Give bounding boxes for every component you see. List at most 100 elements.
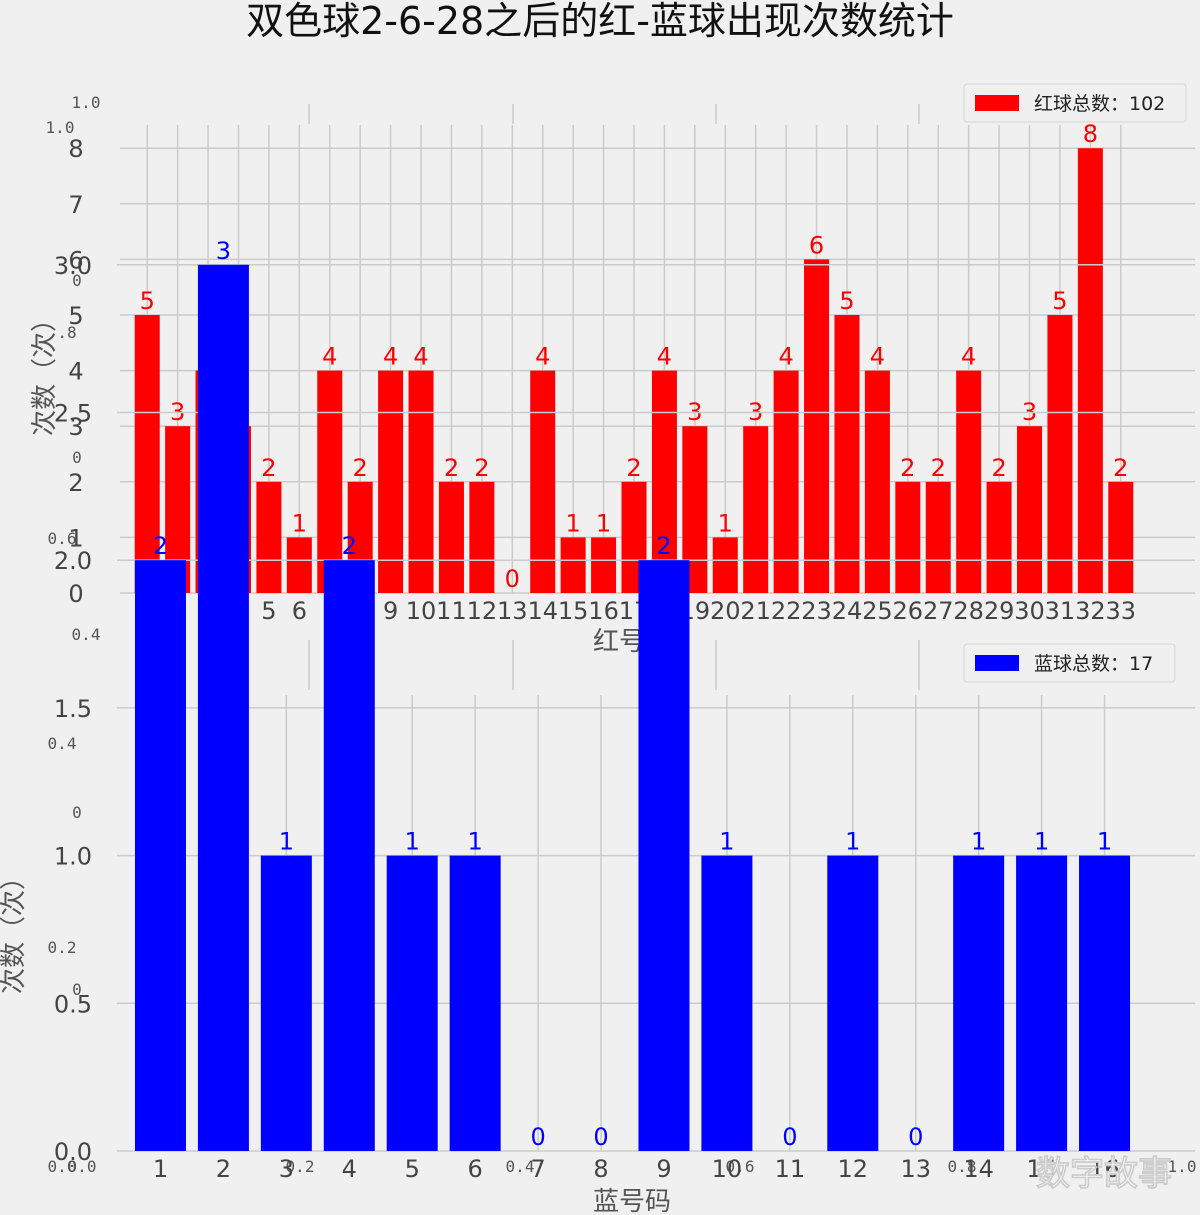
bar-value-label: 0 [782,1123,797,1151]
bar [530,370,556,593]
red-chart-legend[interactable]: 红球总数：102 [963,83,1187,123]
bar [386,855,438,1151]
overlay-x-tick: 0.8 [948,1157,977,1176]
bar-value-label: 5 [839,287,854,315]
x-tick-label: 8 [593,1155,608,1183]
bar [925,481,951,593]
bar-value-label: 2 [1113,454,1128,482]
overlay-y-tick: 1.0 [72,93,101,112]
x-tick-label: 31 [1045,597,1076,625]
x-tick-label: 23 [801,597,832,625]
blue-chart-xlabel: 蓝号码 [593,1187,671,1215]
x-tick-label: 9 [383,597,398,625]
bar-value-label: 4 [778,343,793,371]
bar-value-label: 1 [566,509,581,537]
x-tick-label: 1 [153,1155,168,1183]
bar-value-label: 2 [342,532,357,560]
x-tick-label: 6 [292,597,307,625]
bar [1108,481,1134,593]
bar-value-label: 2 [626,454,641,482]
x-tick-label: 28 [953,597,984,625]
overlay-x-tick: 0.2 [286,1157,315,1176]
bar-value-label: 2 [474,454,489,482]
overlay-x-tick: 0.0 [68,1157,97,1176]
bar [953,855,1005,1151]
bar-value-label: 0 [530,1123,545,1151]
overlay-y-tick: 1.0 [46,118,75,137]
bar-value-label: 1 [971,828,986,856]
x-tick-label: 10 [406,597,437,625]
y-tick-label: 5 [68,302,83,330]
y-tick-label: 3 [68,413,83,441]
bar [827,855,879,1151]
bar-value-label: 1 [845,828,860,856]
overlay-x-tick: 0.4 [506,1157,535,1176]
y-tick-label: 1.0 [54,843,92,871]
red-chart-ylabel: 次数（次） [30,306,60,436]
bar [438,481,464,593]
x-tick-label: 12 [467,597,498,625]
x-tick-label: 14 [963,1155,994,1183]
red-legend-swatch [975,95,1019,111]
overlay-y-tick: 0 [72,448,82,467]
bar-value-label: 2 [444,454,459,482]
bar-value-label: 4 [961,343,976,371]
bar [134,560,186,1151]
blue-legend-box [963,643,1176,683]
bar-value-label: 1 [468,828,483,856]
x-tick-label: 3 [279,1155,294,1183]
x-tick-label: 33 [1106,597,1137,625]
x-tick-label: 26 [893,597,924,625]
bar [804,259,830,593]
blue-chart-legend[interactable]: 蓝球总数：17 [963,643,1176,683]
bar-value-label: 2 [261,454,276,482]
bar [895,481,921,593]
red-legend-box [963,83,1187,123]
bar-value-label: 4 [870,343,885,371]
x-tick-label: 6 [468,1155,483,1183]
watermark: 数字故事 [1036,1154,1172,1194]
x-tick-label: 27 [923,597,954,625]
overlay-x-tick: 1.0 [1168,1157,1197,1176]
bar-value-label: 1 [292,509,307,537]
bar-value-label: 1 [596,509,611,537]
blue-chart-bars [134,264,1131,1151]
bar-value-label: 4 [657,343,672,371]
y-tick-label: 0.0 [54,1138,92,1166]
overlay-y-tick: 0.4 [72,625,101,644]
bar [956,370,982,593]
x-tick-label: 24 [832,597,863,625]
red-chart-bars [134,148,1134,593]
overlay-y-tick: .8 [57,323,76,342]
x-tick-label: 29 [984,597,1015,625]
overlay-y-tick: 0 [72,803,82,822]
x-tick-label: 5 [261,597,276,625]
x-tick-label: 25 [862,597,893,625]
bar [651,370,677,593]
bar-value-label: 2 [656,532,671,560]
bar-value-label: 4 [383,343,398,371]
overlay-y-tick: 0 [72,271,82,290]
bar [1017,426,1043,593]
bar [773,370,799,593]
bar-value-label: 4 [413,343,428,371]
bar [864,370,890,593]
bar [701,855,753,1151]
x-tick-label: 4 [342,1155,357,1183]
y-tick-label: 7 [68,191,83,219]
bar-value-label: 8 [1083,120,1098,148]
bar [408,370,434,593]
bar [449,855,501,1151]
y-tick-label: 4 [68,358,83,386]
bar [323,560,375,1151]
bar-value-label: 1 [719,828,734,856]
bar-value-label: 1 [718,509,733,537]
bar [986,481,1012,593]
x-tick-label: 2 [216,1155,231,1183]
y-tick-label: 0.5 [54,990,92,1018]
y-tick-label: 2.0 [54,547,92,575]
x-tick-label: 7 [530,1155,545,1183]
x-tick-label: 12 [838,1155,869,1183]
x-tick-label: 16 [1089,1155,1120,1183]
